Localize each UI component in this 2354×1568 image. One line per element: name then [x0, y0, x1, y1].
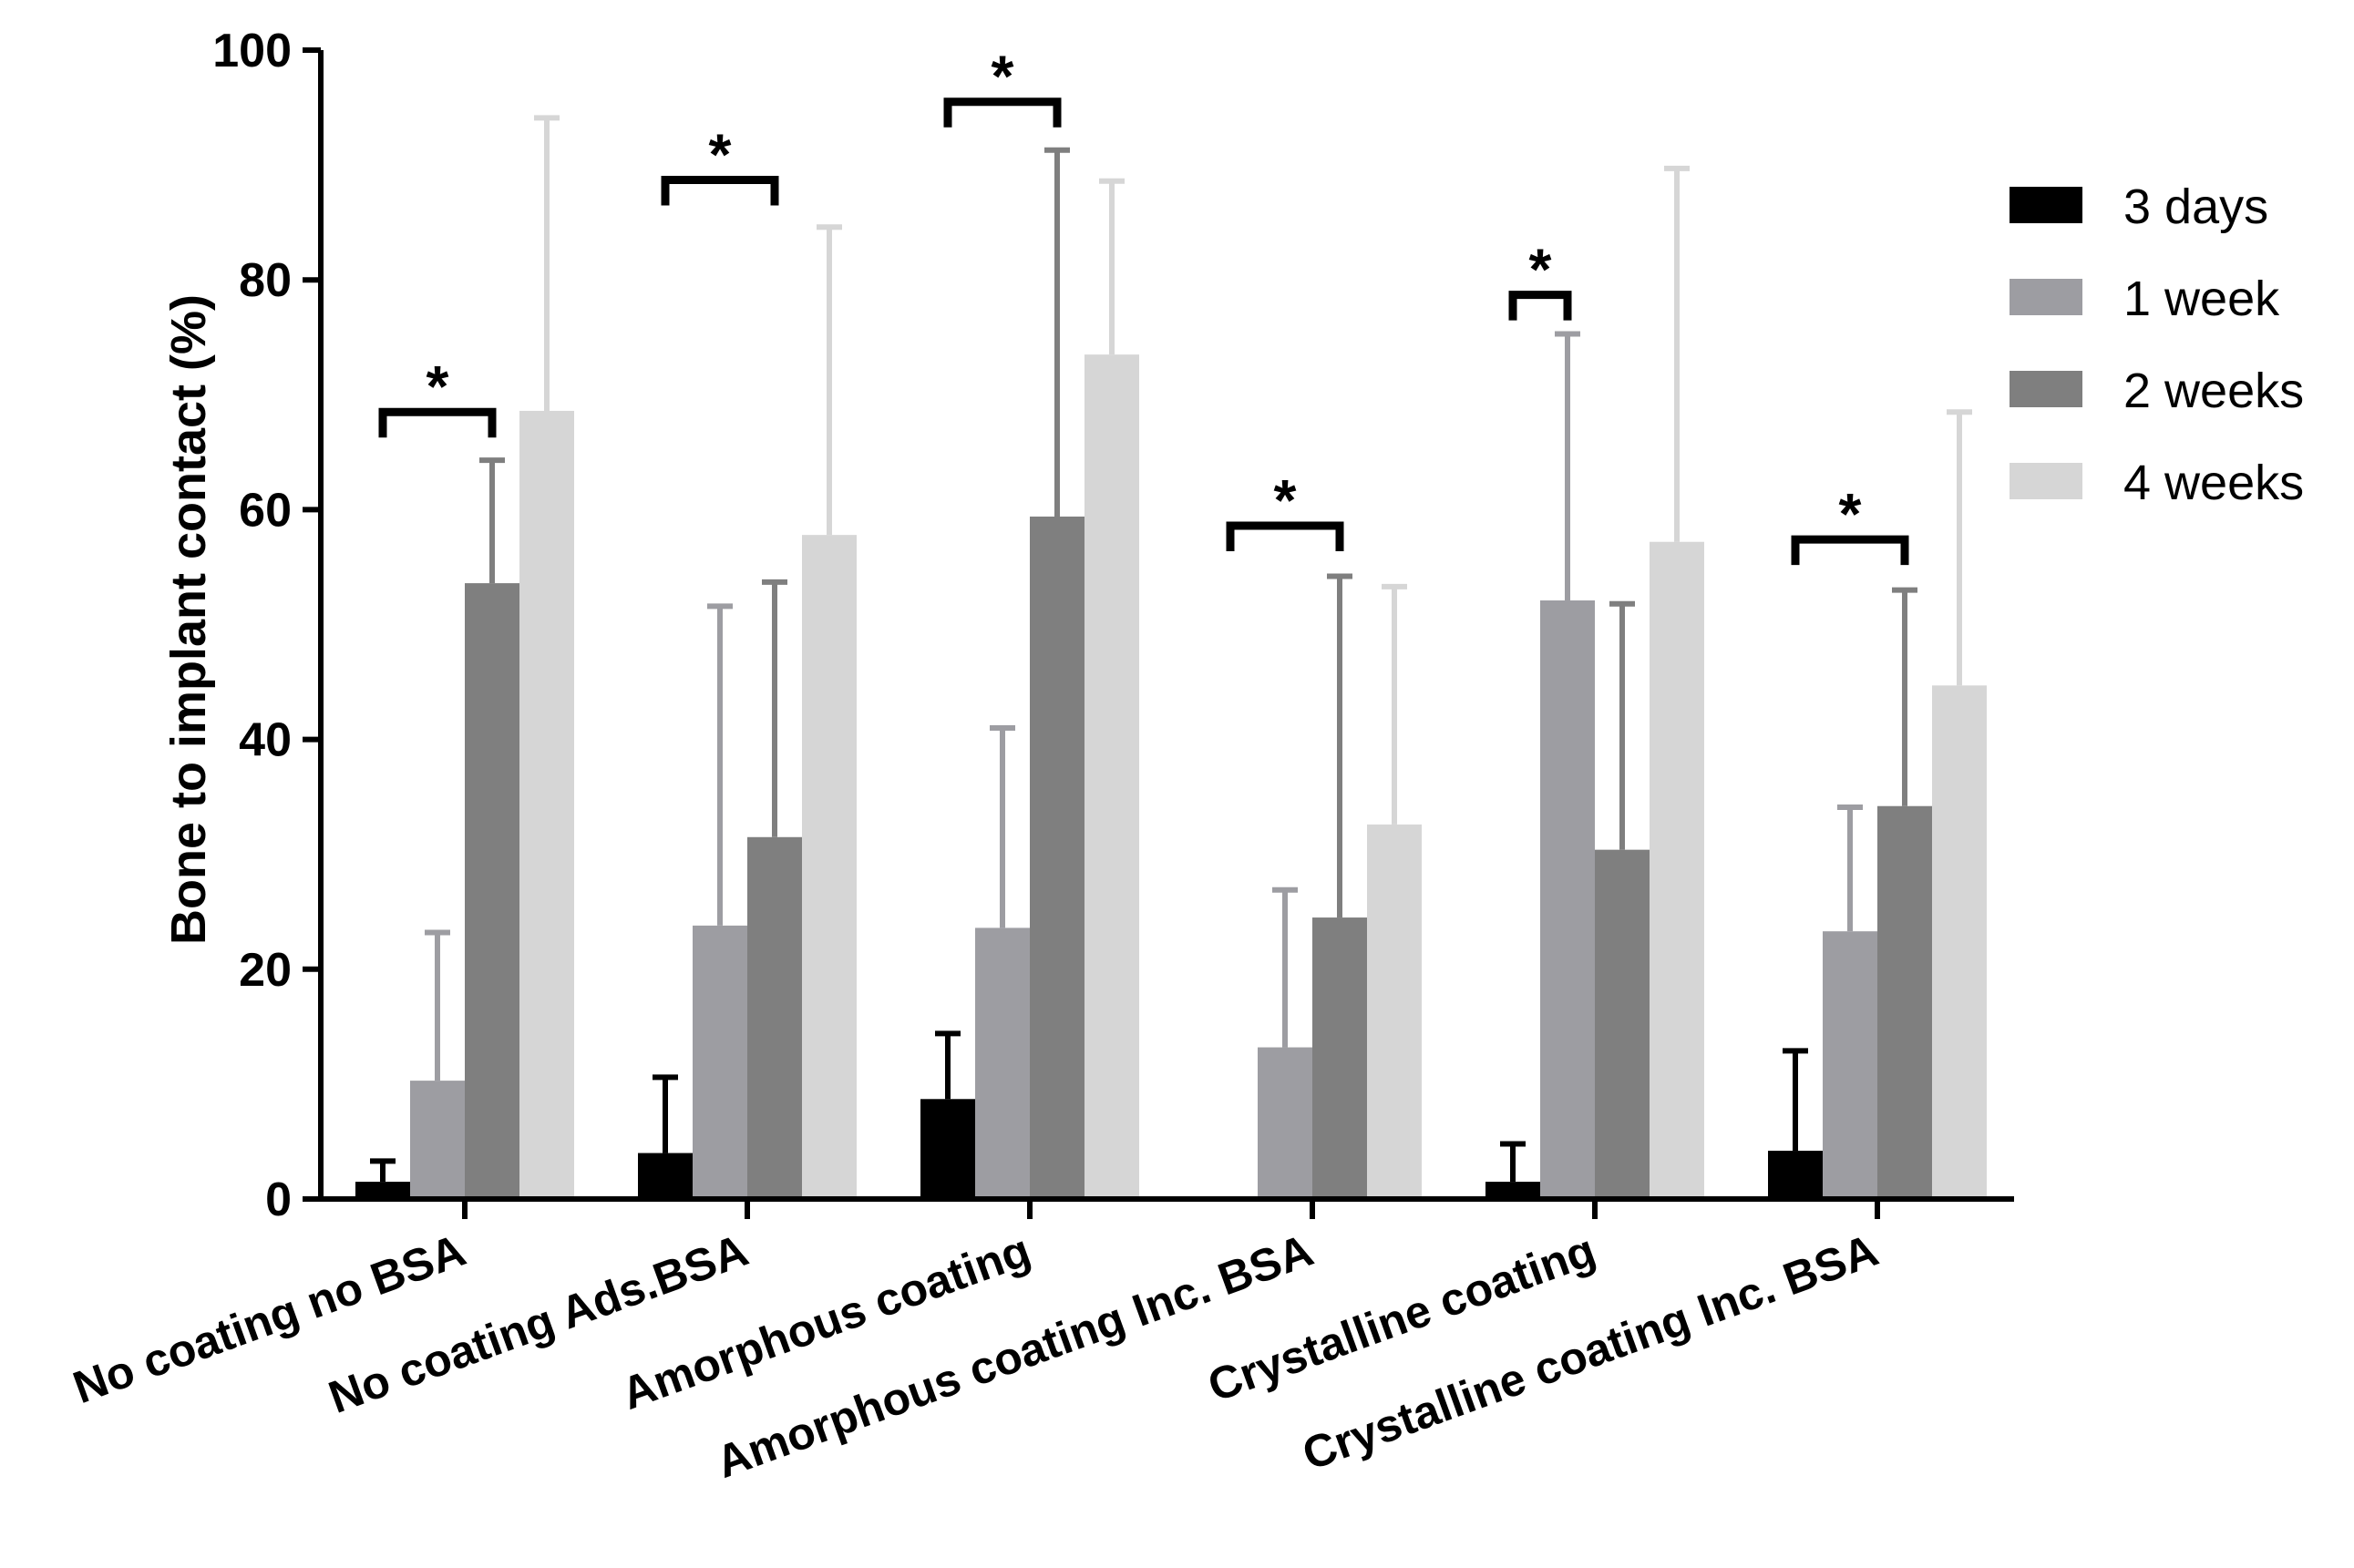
- significance-star: *: [1274, 467, 1297, 533]
- significance-bracket: [1226, 521, 1344, 552]
- legend-label: 3 days: [2123, 179, 2268, 234]
- legend-label: 4 weeks: [2123, 456, 2304, 510]
- significance-star: *: [427, 354, 449, 419]
- y-tick-label: 0: [265, 1173, 292, 1226]
- y-tick-label: 80: [239, 254, 292, 307]
- bar: [1540, 600, 1595, 1199]
- bar: [355, 1182, 410, 1199]
- bar: [638, 1153, 693, 1199]
- bar: [1084, 354, 1139, 1199]
- significance-star: *: [1839, 481, 1862, 547]
- significance-star: *: [992, 44, 1014, 109]
- y-tick-label: 40: [239, 714, 292, 767]
- bar: [1258, 1047, 1312, 1199]
- legend-swatch: [2010, 187, 2082, 223]
- legend-label: 2 weeks: [2123, 364, 2304, 418]
- legend-swatch: [2010, 371, 2082, 407]
- axes-layer: [318, 50, 2014, 1202]
- bar: [465, 583, 519, 1199]
- legend-swatch: [2010, 463, 2082, 499]
- bar: [975, 927, 1030, 1199]
- significance-bracket: [1508, 291, 1572, 321]
- bars-layer: [355, 354, 1987, 1200]
- bar: [1650, 541, 1704, 1199]
- significance-layer: * * * * * *: [378, 44, 1909, 566]
- bar: [920, 1099, 975, 1199]
- significance-star: *: [709, 121, 732, 187]
- bar: [1823, 931, 1877, 1199]
- bar: [1877, 805, 1932, 1199]
- bar: [1312, 917, 1367, 1199]
- legend-label: 1 week: [2123, 272, 2280, 326]
- bar: [1932, 685, 1987, 1199]
- bar: [1485, 1182, 1540, 1199]
- bar: [519, 410, 574, 1200]
- significance-bracket: [943, 97, 1062, 128]
- significance-bracket: [661, 175, 779, 206]
- bar: [410, 1081, 465, 1199]
- error-bars-layer: [370, 115, 1972, 1183]
- bar: [693, 925, 747, 1199]
- legend-swatch: [2010, 279, 2082, 315]
- significance-bracket: [378, 407, 497, 438]
- y-tick-label: 60: [239, 484, 292, 537]
- bar: [1595, 849, 1650, 1199]
- bar: [1030, 516, 1084, 1199]
- y-axis-title: Bone to implant contact (%): [161, 294, 216, 945]
- y-tick-label: 20: [239, 944, 292, 997]
- y-ticks: 0 20 40 60 80 100: [212, 25, 321, 1226]
- bar: [1768, 1151, 1823, 1199]
- significance-bracket: [1791, 535, 1909, 566]
- bar: [747, 836, 802, 1199]
- bar: [1367, 824, 1422, 1199]
- y-tick-label: 100: [212, 25, 292, 77]
- significance-star: *: [1529, 237, 1552, 302]
- bar: [802, 535, 857, 1199]
- legend: 3 days 1 week 2 weeks 4 weeks: [2010, 179, 2304, 510]
